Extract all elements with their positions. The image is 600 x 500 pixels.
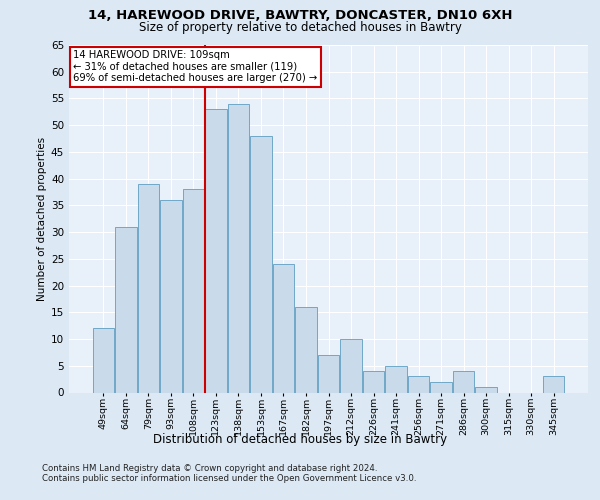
Bar [92,328,114,392]
Text: 14 HAREWOOD DRIVE: 109sqm
← 31% of detached houses are smaller (119)
69% of semi: 14 HAREWOOD DRIVE: 109sqm ← 31% of detac… [73,50,317,84]
Text: Contains public sector information licensed under the Open Government Licence v3: Contains public sector information licen… [42,474,416,483]
Bar [250,136,272,392]
Text: 14, HAREWOOD DRIVE, BAWTRY, DONCASTER, DN10 6XH: 14, HAREWOOD DRIVE, BAWTRY, DONCASTER, D… [88,9,512,22]
Bar [363,371,384,392]
Bar [543,376,565,392]
Bar [205,109,227,393]
Text: Size of property relative to detached houses in Bawtry: Size of property relative to detached ho… [139,21,461,34]
Y-axis label: Number of detached properties: Number of detached properties [37,136,47,301]
Bar [273,264,294,392]
Bar [115,227,137,392]
Bar [385,366,407,392]
Bar [475,387,497,392]
Bar [453,371,475,392]
Bar [318,355,339,393]
Bar [182,190,204,392]
Bar [408,376,429,392]
Bar [340,339,362,392]
Text: Contains HM Land Registry data © Crown copyright and database right 2024.: Contains HM Land Registry data © Crown c… [42,464,377,473]
Text: Distribution of detached houses by size in Bawtry: Distribution of detached houses by size … [153,432,447,446]
Bar [295,307,317,392]
Bar [160,200,182,392]
Bar [137,184,159,392]
Bar [430,382,452,392]
Bar [228,104,249,393]
